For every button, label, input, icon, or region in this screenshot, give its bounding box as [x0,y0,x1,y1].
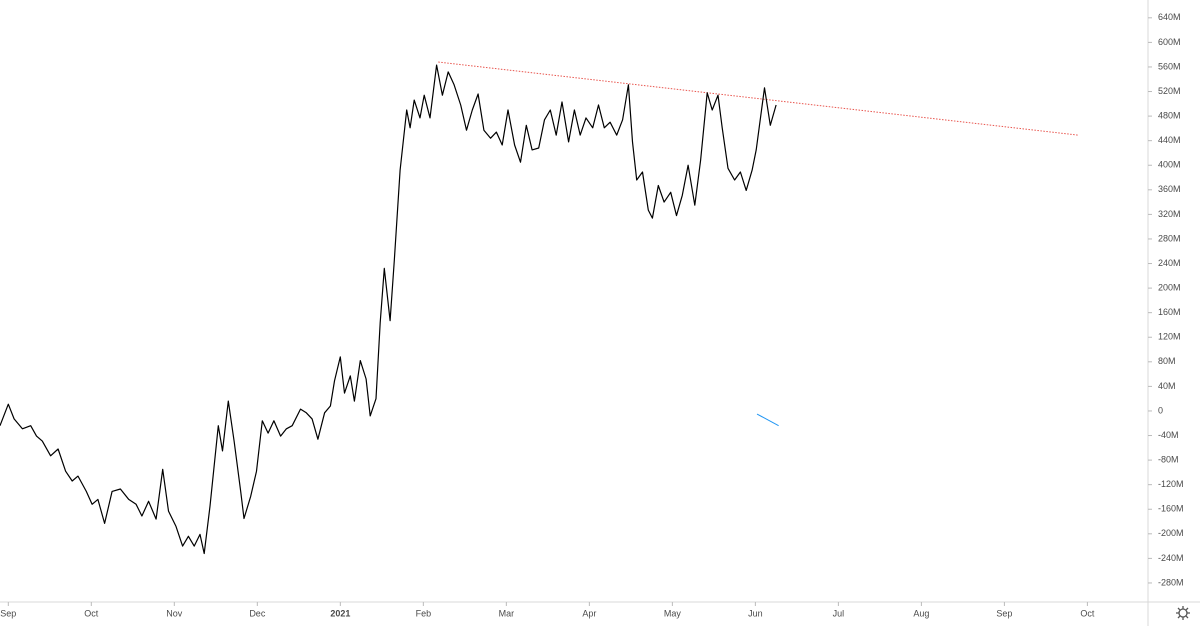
x-tick-label: Aug [913,608,929,618]
x-tick-label: Sep [996,608,1012,618]
y-tick-label: 560M [1158,61,1181,71]
trend-line [438,61,1079,136]
x-tick-label: May [664,608,682,618]
x-tick-label: Feb [416,608,432,618]
y-tick-label: 80M [1158,356,1176,366]
y-tick-label: 240M [1158,258,1181,268]
series-line [0,64,777,555]
y-tick-label: -200M [1158,528,1184,538]
y-tick-label: -40M [1158,430,1179,440]
y-tick-label: 520M [1158,86,1181,96]
x-tick-label: Sep [0,608,16,618]
y-tick-label: -240M [1158,553,1184,563]
x-tick-label: Apr [582,608,596,618]
x-tick-label: Jun [748,608,763,618]
x-tick-label: Oct [84,608,99,618]
y-tick-label: 360M [1158,184,1181,194]
y-tick-label: 480M [1158,110,1181,120]
x-tick-label: Dec [249,608,266,618]
y-tick-label: 280M [1158,233,1181,243]
y-tick-label: 40M [1158,381,1176,391]
y-tick-label: 640M [1158,12,1181,22]
trend-line [756,413,779,427]
y-tick-label: 320M [1158,209,1181,219]
y-tick-label: -120M [1158,479,1184,489]
y-tick-label: 600M [1158,37,1181,47]
y-tick-label: 120M [1158,332,1181,342]
y-tick-label: -280M [1158,577,1184,587]
y-tick-label: 440M [1158,135,1181,145]
x-tick-label: Mar [499,608,515,618]
y-tick-label: 0 [1158,405,1163,415]
x-tick-label: Jul [833,608,845,618]
y-tick-label: -160M [1158,504,1184,514]
settings-icon[interactable] [1176,606,1190,620]
y-tick-label: 400M [1158,160,1181,170]
y-tick-label: -80M [1158,454,1179,464]
y-tick-label: 160M [1158,307,1181,317]
x-tick-label: 2021 [330,608,350,618]
x-tick-label: Oct [1080,608,1095,618]
x-tick-label: Nov [166,608,183,618]
y-tick-label: 200M [1158,282,1181,292]
